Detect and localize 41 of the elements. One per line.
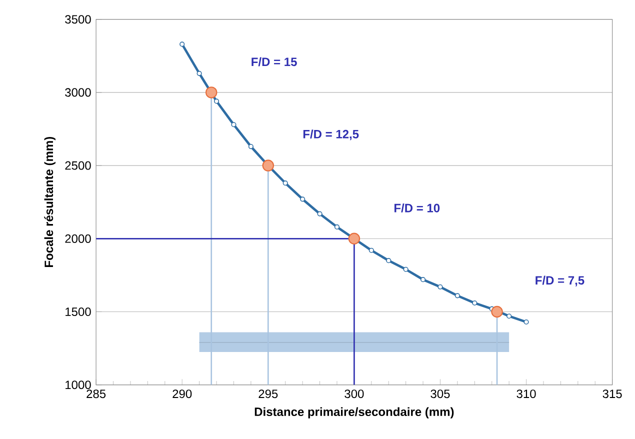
y-tick-label: 2000 (65, 234, 91, 243)
point (282, 180, 288, 186)
y-tick-label: 3500 (65, 15, 91, 24)
point (420, 277, 426, 282)
point (403, 266, 408, 272)
point (262, 160, 274, 172)
point (506, 314, 512, 319)
x-tick-label: 295 (258, 390, 278, 398)
y-axis-title: Focale résultante (mm) (44, 137, 56, 268)
x-tick-label: 285 (86, 390, 106, 398)
annotation: F/D = 7,5 (536, 276, 584, 286)
x-tick-label: 315 (602, 390, 622, 398)
point (348, 232, 360, 245)
point (524, 320, 529, 325)
x-axis-title: Distance primaire/secondaire (mm) (254, 407, 454, 418)
x-tick-label: 300 (344, 390, 364, 398)
point (438, 284, 443, 290)
point (317, 211, 322, 216)
point (454, 293, 460, 298)
annotation: F/D = 10 (394, 204, 440, 212)
point (368, 248, 374, 253)
point (231, 122, 236, 128)
x-tick-label: 290 (172, 390, 192, 398)
point (196, 70, 202, 76)
point (300, 196, 306, 202)
y-tick-label: 3000 (65, 88, 91, 97)
point (248, 144, 254, 150)
x-tick-label: 305 (430, 390, 450, 398)
point (180, 42, 185, 47)
annotation: F/D = 12,5 (303, 130, 359, 140)
point (205, 86, 218, 98)
y-tick-label: 1500 (66, 308, 91, 316)
point (472, 300, 478, 306)
point (386, 258, 392, 264)
x-tick-label: 310 (516, 390, 536, 398)
annotation: F/D = 15 (252, 57, 297, 66)
point (491, 306, 503, 318)
point (214, 98, 220, 104)
y-tick-label: 2500 (65, 161, 91, 170)
y-tick-label: 1000 (66, 380, 91, 390)
point (334, 224, 340, 230)
